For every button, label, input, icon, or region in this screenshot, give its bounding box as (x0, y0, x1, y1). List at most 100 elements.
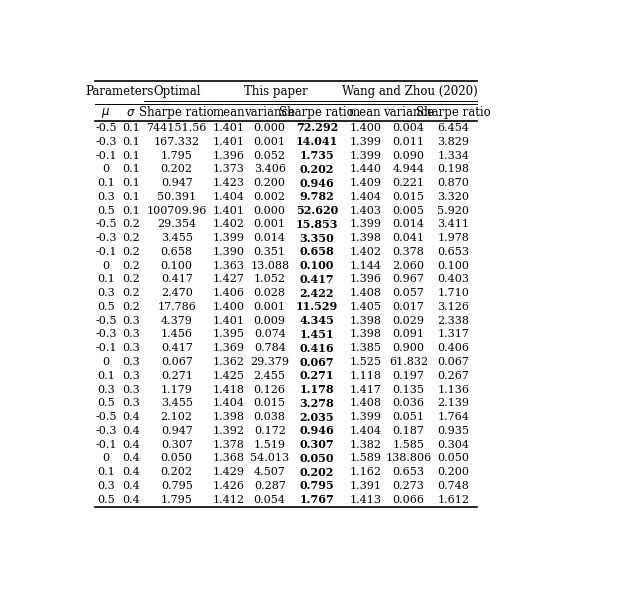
Text: 0.221: 0.221 (392, 178, 424, 188)
Text: 1.426: 1.426 (212, 481, 245, 491)
Text: Wang and Zhou (2020): Wang and Zhou (2020) (342, 85, 477, 98)
Text: 0.1: 0.1 (122, 164, 140, 174)
Text: 1.378: 1.378 (213, 440, 244, 449)
Text: 1.406: 1.406 (212, 288, 245, 298)
Text: 2.102: 2.102 (161, 412, 193, 422)
Text: 0.202: 0.202 (300, 164, 334, 175)
Text: 0: 0 (102, 164, 109, 174)
Text: 0.4: 0.4 (122, 481, 140, 491)
Text: 0.000: 0.000 (253, 206, 285, 216)
Text: -0.3: -0.3 (95, 233, 116, 243)
Text: 0.287: 0.287 (254, 481, 285, 491)
Text: 1.398: 1.398 (349, 233, 381, 243)
Text: -0.1: -0.1 (95, 343, 116, 353)
Text: 0.3: 0.3 (97, 192, 115, 202)
Text: 0.202: 0.202 (300, 467, 334, 477)
Text: 0.967: 0.967 (393, 274, 424, 284)
Text: 0.011: 0.011 (392, 136, 424, 147)
Text: 1.396: 1.396 (212, 151, 245, 160)
Text: 0.748: 0.748 (437, 481, 469, 491)
Text: 1.404: 1.404 (212, 398, 245, 408)
Text: 0.187: 0.187 (393, 426, 424, 436)
Text: 0.015: 0.015 (253, 398, 285, 408)
Text: 13.088: 13.088 (250, 260, 289, 271)
Text: 1.382: 1.382 (349, 440, 381, 449)
Text: 0.135: 0.135 (392, 384, 424, 395)
Text: 0.946: 0.946 (300, 426, 334, 436)
Text: 0.017: 0.017 (393, 302, 424, 312)
Text: 0.658: 0.658 (161, 247, 193, 257)
Text: 52.620: 52.620 (296, 205, 338, 216)
Text: $\sigma$: $\sigma$ (126, 106, 136, 119)
Text: 744151.56: 744151.56 (147, 123, 207, 133)
Text: 1.385: 1.385 (349, 343, 381, 353)
Text: 0.100: 0.100 (437, 260, 469, 271)
Text: 0.1: 0.1 (122, 151, 140, 160)
Text: 0.090: 0.090 (392, 151, 424, 160)
Text: 1.052: 1.052 (253, 274, 285, 284)
Text: 29.354: 29.354 (157, 219, 196, 229)
Text: 0.2: 0.2 (122, 233, 140, 243)
Text: 0.202: 0.202 (161, 467, 193, 477)
Text: 2.338: 2.338 (437, 316, 469, 325)
Text: 3.350: 3.350 (300, 232, 334, 244)
Text: 3.320: 3.320 (437, 192, 469, 202)
Text: 0.1: 0.1 (122, 178, 140, 188)
Text: 0.795: 0.795 (161, 481, 193, 491)
Text: 1.409: 1.409 (349, 178, 381, 188)
Text: 0.126: 0.126 (253, 384, 285, 395)
Text: 1.417: 1.417 (349, 384, 381, 395)
Text: 0.1: 0.1 (97, 371, 115, 381)
Text: 0.029: 0.029 (392, 316, 424, 325)
Text: 2.139: 2.139 (437, 398, 469, 408)
Text: 0.416: 0.416 (300, 343, 334, 354)
Text: 0.267: 0.267 (437, 371, 469, 381)
Text: Parameters: Parameters (86, 85, 154, 98)
Text: 1.525: 1.525 (349, 357, 381, 367)
Text: variance: variance (244, 106, 295, 119)
Text: 1.405: 1.405 (349, 302, 381, 312)
Text: 0.057: 0.057 (393, 288, 424, 298)
Text: 0.784: 0.784 (254, 343, 285, 353)
Text: 0.3: 0.3 (122, 371, 140, 381)
Text: 0.5: 0.5 (97, 206, 115, 216)
Text: $\mu$: $\mu$ (102, 106, 111, 120)
Text: 1.399: 1.399 (349, 412, 381, 422)
Text: mean: mean (212, 106, 245, 119)
Text: 0.200: 0.200 (253, 178, 285, 188)
Text: 1.118: 1.118 (349, 371, 381, 381)
Text: -0.5: -0.5 (95, 412, 116, 422)
Text: 14.041: 14.041 (296, 136, 338, 147)
Text: -0.5: -0.5 (95, 219, 116, 229)
Text: 1.402: 1.402 (349, 247, 381, 257)
Text: 0.406: 0.406 (437, 343, 469, 353)
Text: 0.946: 0.946 (300, 178, 334, 188)
Text: 0.417: 0.417 (161, 274, 193, 284)
Text: 1.398: 1.398 (349, 316, 381, 325)
Text: 0.4: 0.4 (122, 412, 140, 422)
Text: 0.041: 0.041 (392, 233, 424, 243)
Text: 1.404: 1.404 (349, 192, 381, 202)
Text: 3.829: 3.829 (437, 136, 469, 147)
Text: 0.271: 0.271 (300, 370, 334, 381)
Text: 5.920: 5.920 (437, 206, 469, 216)
Text: mean: mean (349, 106, 381, 119)
Text: 1.429: 1.429 (212, 467, 245, 477)
Text: 0.271: 0.271 (161, 371, 193, 381)
Text: 1.401: 1.401 (212, 123, 245, 133)
Text: 0.900: 0.900 (392, 343, 424, 353)
Text: 9.782: 9.782 (300, 191, 334, 202)
Text: 0.2: 0.2 (122, 274, 140, 284)
Text: 0.001: 0.001 (253, 136, 285, 147)
Text: -0.1: -0.1 (95, 247, 116, 257)
Text: 0.5: 0.5 (97, 398, 115, 408)
Text: 0.2: 0.2 (122, 302, 140, 312)
Text: 1.408: 1.408 (349, 398, 381, 408)
Text: 0.050: 0.050 (161, 454, 193, 463)
Text: 1.767: 1.767 (300, 494, 334, 505)
Text: 1.395: 1.395 (212, 330, 245, 340)
Text: -0.1: -0.1 (95, 151, 116, 160)
Text: Sharpe ratio: Sharpe ratio (140, 106, 214, 119)
Text: 0.2: 0.2 (122, 219, 140, 229)
Text: 0.304: 0.304 (437, 440, 469, 449)
